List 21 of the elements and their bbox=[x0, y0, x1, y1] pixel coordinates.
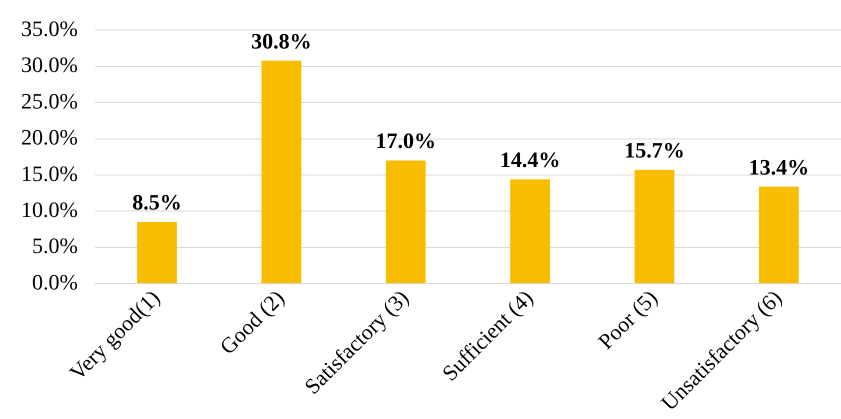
data-label: 8.5% bbox=[132, 190, 182, 215]
data-label: 30.8% bbox=[251, 28, 312, 54]
bar bbox=[758, 186, 799, 284]
x-tick-label: Poor (5) bbox=[592, 284, 662, 354]
y-tick-label: 15.0% bbox=[21, 160, 78, 186]
data-label: 14.4% bbox=[500, 147, 560, 172]
y-tick-label: 5.0% bbox=[32, 233, 78, 258]
y-tick-label: 20.0% bbox=[21, 124, 78, 150]
bar bbox=[510, 179, 550, 284]
bar bbox=[634, 170, 674, 284]
y-tick-label: 35.0% bbox=[21, 16, 78, 41]
bar bbox=[261, 60, 302, 284]
bar bbox=[386, 160, 426, 284]
y-tick-label: 30.0% bbox=[21, 52, 78, 78]
y-tick-label: 0.0% bbox=[32, 269, 78, 294]
bar bbox=[137, 222, 177, 284]
data-label: 17.0% bbox=[375, 128, 436, 154]
data-label: 13.4% bbox=[748, 154, 810, 180]
y-tick-label: 25.0% bbox=[21, 88, 78, 114]
data-label: 15.7% bbox=[624, 138, 685, 163]
y-tick-label: 10.0% bbox=[21, 196, 78, 222]
